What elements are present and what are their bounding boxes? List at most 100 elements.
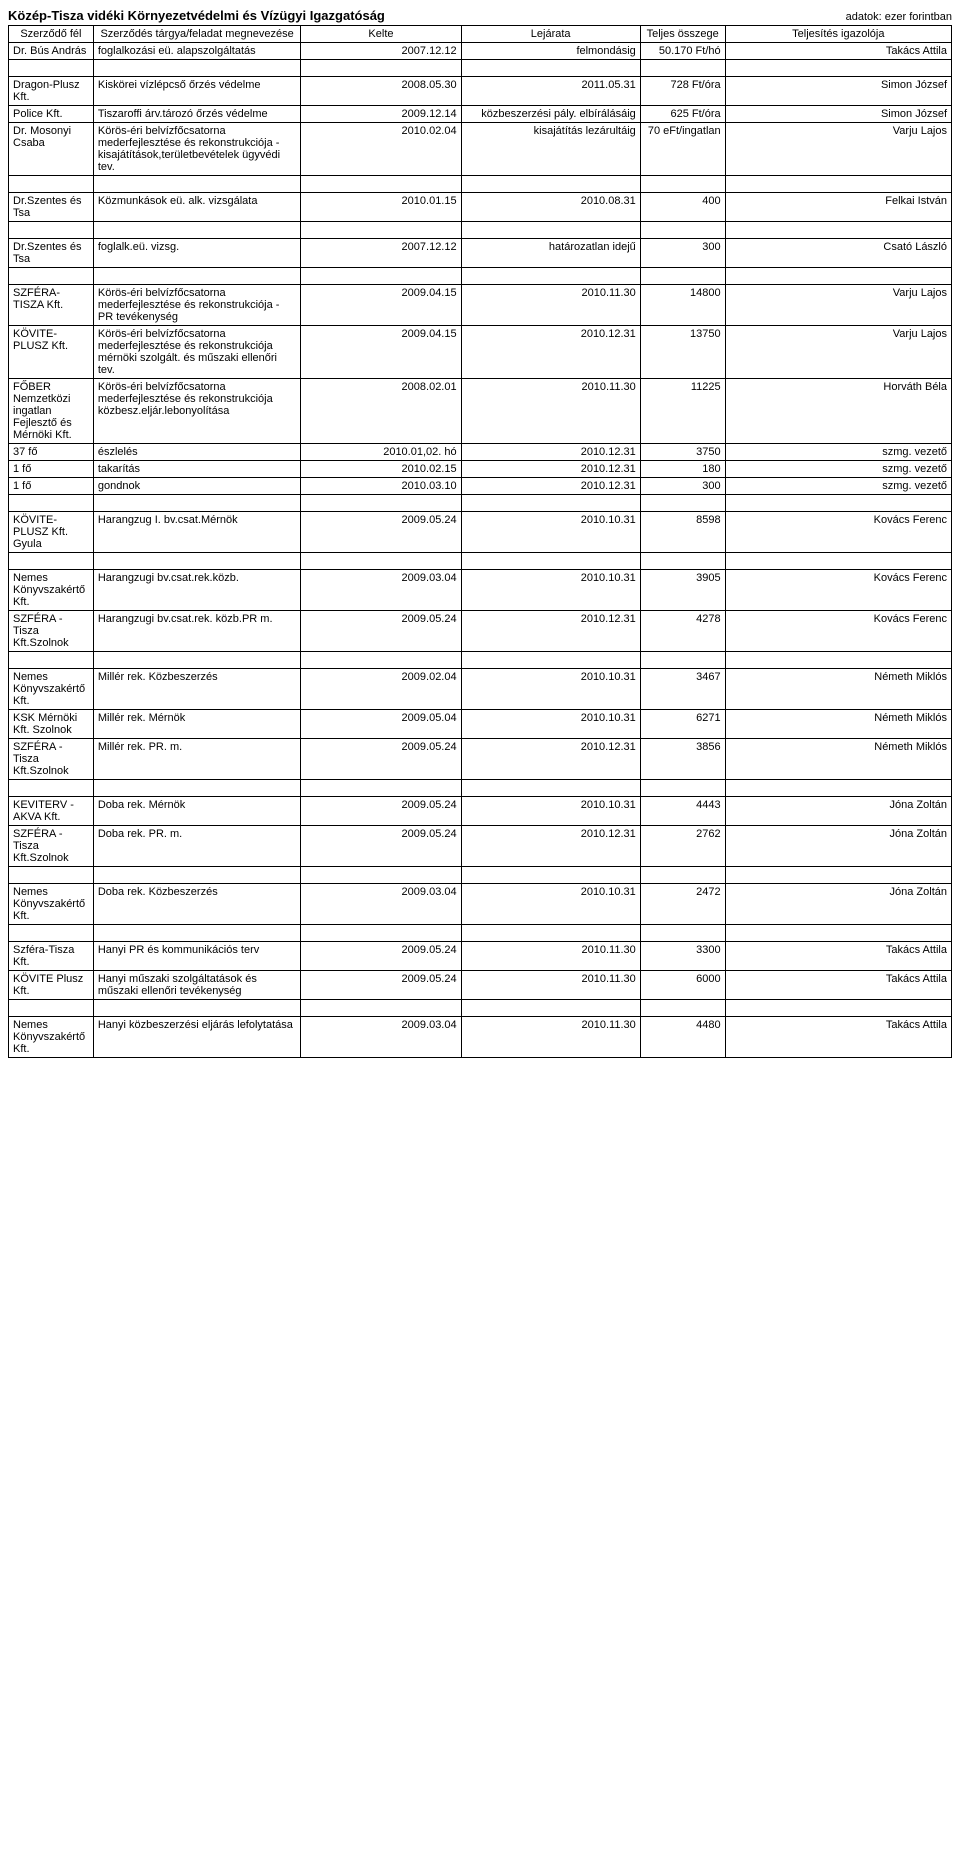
spacer-cell <box>725 176 951 193</box>
spacer-cell <box>9 1000 94 1017</box>
spacer-cell <box>301 780 461 797</box>
spacer-cell <box>640 925 725 942</box>
cell-amount: 180 <box>640 461 725 478</box>
cell-amount: 2472 <box>640 884 725 925</box>
cell-amount: 4480 <box>640 1017 725 1058</box>
cell-verifier: Jóna Zoltán <box>725 797 951 826</box>
cell-expiry: 2010.11.30 <box>461 285 640 326</box>
cell-amount: 4443 <box>640 797 725 826</box>
cell-date: 2009.05.24 <box>301 739 461 780</box>
cell-subject: Körös-éri belvízfőcsatorna mederfejleszt… <box>93 379 300 444</box>
table-row: Dr. Bús Andrásfoglalkozási eü. alapszolg… <box>9 43 952 60</box>
cell-expiry: 2010.11.30 <box>461 379 640 444</box>
cell-verifier: Takács Attila <box>725 971 951 1000</box>
cell-date: 2010.03.10 <box>301 478 461 495</box>
cell-subject: Kiskörei vízlépcső őrzés védelme <box>93 77 300 106</box>
col-header-date: Kelte <box>301 26 461 43</box>
cell-verifier: Felkai István <box>725 193 951 222</box>
cell-party: FŐBER Nemzetközi ingatlan Fejlesztő és M… <box>9 379 94 444</box>
cell-party: Nemes Könyvszakértő Kft. <box>9 669 94 710</box>
spacer-cell <box>301 867 461 884</box>
cell-date: 2009.03.04 <box>301 884 461 925</box>
cell-date: 2009.05.24 <box>301 611 461 652</box>
col-header-amount: Teljes összege <box>640 26 725 43</box>
spacer-cell <box>93 222 300 239</box>
spacer-row <box>9 495 952 512</box>
col-header-expiry: Lejárata <box>461 26 640 43</box>
spacer-cell <box>301 495 461 512</box>
cell-verifier: Jóna Zoltán <box>725 884 951 925</box>
cell-subject: Doba rek. Közbeszerzés <box>93 884 300 925</box>
cell-verifier: Takács Attila <box>725 942 951 971</box>
cell-expiry: 2010.12.31 <box>461 739 640 780</box>
cell-date: 2009.05.24 <box>301 797 461 826</box>
spacer-cell <box>9 867 94 884</box>
cell-party: Police Kft. <box>9 106 94 123</box>
table-row: FŐBER Nemzetközi ingatlan Fejlesztő és M… <box>9 379 952 444</box>
cell-party: SZFÉRA - Tisza Kft.Szolnok <box>9 826 94 867</box>
spacer-cell <box>9 652 94 669</box>
cell-subject: Doba rek. PR. m. <box>93 826 300 867</box>
table-row: 37 főészlelés2010.01,02. hó2010.12.31375… <box>9 444 952 461</box>
cell-amount: 3856 <box>640 739 725 780</box>
cell-party: 37 fő <box>9 444 94 461</box>
spacer-row <box>9 925 952 942</box>
spacer-cell <box>93 495 300 512</box>
cell-date: 2010.02.04 <box>301 123 461 176</box>
cell-subject: Tiszaroffi árv.tározó őrzés védelme <box>93 106 300 123</box>
cell-party: Dr.Szentes és Tsa <box>9 193 94 222</box>
cell-subject: Harangzugi bv.csat.rek.közb. <box>93 570 300 611</box>
table-row: SZFÉRA - Tisza Kft.SzolnokDoba rek. PR. … <box>9 826 952 867</box>
cell-date: 2009.12.14 <box>301 106 461 123</box>
spacer-cell <box>301 222 461 239</box>
table-row: 1 főtakarítás2010.02.152010.12.31180szmg… <box>9 461 952 478</box>
cell-expiry: 2011.05.31 <box>461 77 640 106</box>
spacer-cell <box>640 1000 725 1017</box>
spacer-cell <box>725 495 951 512</box>
cell-party: Dr. Bús András <box>9 43 94 60</box>
spacer-cell <box>461 652 640 669</box>
table-row: Police Kft.Tiszaroffi árv.tározó őrzés v… <box>9 106 952 123</box>
spacer-cell <box>461 867 640 884</box>
cell-subject: Körös-éri belvízfőcsatorna mederfejleszt… <box>93 123 300 176</box>
spacer-row <box>9 1000 952 1017</box>
spacer-row <box>9 867 952 884</box>
cell-party: KÖVITE-PLUSZ Kft. Gyula <box>9 512 94 553</box>
cell-expiry: 2010.11.30 <box>461 942 640 971</box>
spacer-row <box>9 176 952 193</box>
cell-party: KÖVITE Plusz Kft. <box>9 971 94 1000</box>
spacer-cell <box>301 925 461 942</box>
table-row: Dr.Szentes és TsaKözmunkások eü. alk. vi… <box>9 193 952 222</box>
cell-amount: 3750 <box>640 444 725 461</box>
spacer-cell <box>9 222 94 239</box>
cell-verifier: Csató László <box>725 239 951 268</box>
spacer-cell <box>640 495 725 512</box>
spacer-cell <box>640 176 725 193</box>
spacer-cell <box>461 268 640 285</box>
cell-verifier: Kovács Ferenc <box>725 512 951 553</box>
cell-party: SZFÉRA-TISZA Kft. <box>9 285 94 326</box>
cell-party: KÖVITE-PLUSZ Kft. <box>9 326 94 379</box>
cell-amount: 50.170 Ft/hó <box>640 43 725 60</box>
cell-subject: gondnok <box>93 478 300 495</box>
cell-party: Nemes Könyvszakértő Kft. <box>9 1017 94 1058</box>
cell-date: 2008.02.01 <box>301 379 461 444</box>
cell-party: KSK Mérnöki Kft. Szolnok <box>9 710 94 739</box>
table-row: SZFÉRA-TISZA Kft.Körös-éri belvízfőcsato… <box>9 285 952 326</box>
spacer-cell <box>461 495 640 512</box>
cell-subject: Millér rek. Közbeszerzés <box>93 669 300 710</box>
cell-verifier: Varju Lajos <box>725 285 951 326</box>
contracts-table: Szerződő fél Szerződés tárgya/feladat me… <box>8 25 952 1058</box>
spacer-cell <box>93 553 300 570</box>
cell-amount: 3905 <box>640 570 725 611</box>
spacer-row <box>9 268 952 285</box>
cell-expiry: 2010.10.31 <box>461 669 640 710</box>
spacer-cell <box>461 176 640 193</box>
spacer-cell <box>301 652 461 669</box>
spacer-cell <box>9 60 94 77</box>
cell-expiry: 2010.10.31 <box>461 797 640 826</box>
cell-date: 2009.05.24 <box>301 971 461 1000</box>
cell-verifier: szmg. vezető <box>725 444 951 461</box>
cell-amount: 11225 <box>640 379 725 444</box>
cell-amount: 70 eFt/ingatlan <box>640 123 725 176</box>
